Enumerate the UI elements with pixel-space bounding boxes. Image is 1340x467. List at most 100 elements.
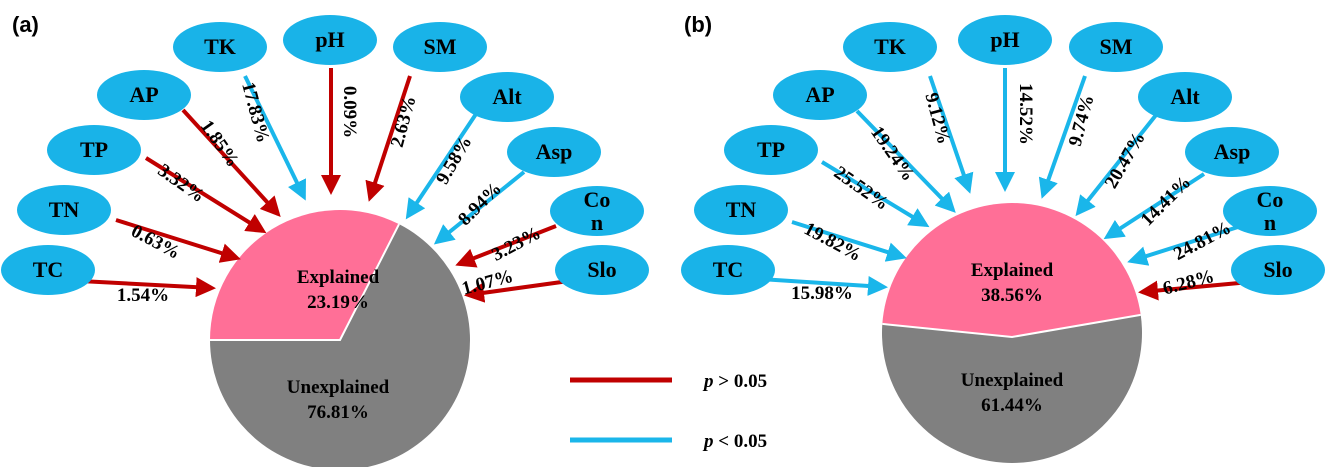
arrow-tc — [79, 277, 216, 298]
factor-pct-sm: 2.63% — [387, 94, 421, 150]
factor-label-ph: pH — [315, 27, 344, 52]
arrow-ap — [181, 108, 281, 217]
factor-label-tk: TK — [874, 34, 906, 59]
factor-node-sm — [393, 22, 487, 72]
factor-label-sm: SM — [1100, 34, 1133, 59]
legend-sig-label: p < 0.05 — [702, 431, 767, 452]
arrow-sm — [1038, 75, 1087, 199]
arrow-sm — [365, 75, 412, 202]
factor-node-tk — [843, 22, 937, 72]
factor-label-alt: Alt — [1170, 84, 1200, 109]
arrow-tn — [115, 218, 241, 263]
factor-node-tc — [1, 245, 95, 295]
pie-label-unexplained: Unexplained 61.44% — [961, 370, 1064, 416]
factor-pct-tc: 15.98% — [791, 283, 853, 304]
arrow-slo — [1138, 280, 1251, 301]
panel-label: (a) — [12, 12, 39, 37]
factor-label-tp: TP — [80, 137, 108, 162]
factor-pct-ap: 1.85% — [196, 116, 243, 171]
factor-node-con — [550, 186, 644, 236]
factor-label-ap: AP — [805, 82, 834, 107]
pie-slice-unexplained — [210, 224, 470, 467]
factor-pct-tp: 25.52% — [830, 162, 893, 215]
factor-node-slo — [1231, 245, 1325, 295]
arrow-tk — [243, 75, 306, 201]
factor-pct-con: 24.81% — [1170, 217, 1234, 265]
arrow-tk — [928, 75, 974, 194]
factor-pct-tk: 9.12% — [920, 91, 954, 147]
pie-label-explained: Explained 23.19% — [297, 267, 380, 313]
factor-pct-asp: 8.94% — [454, 178, 506, 230]
factor-label-slo: Slo — [587, 257, 616, 282]
arrow-alt — [1075, 108, 1162, 217]
factor-node-tp — [724, 125, 818, 175]
factor-label-con: Co n — [584, 187, 611, 235]
pie-separator — [882, 313, 1141, 339]
factor-pct-asp: 14.41% — [1137, 172, 1196, 231]
pie-slice-explained — [210, 209, 400, 340]
factor-label-tk: TK — [204, 34, 236, 59]
arrow-tp — [144, 156, 267, 234]
factor-label-slo: Slo — [1263, 257, 1292, 282]
arrow-asp — [1103, 172, 1206, 240]
factor-pct-tk: 17.83% — [237, 80, 273, 145]
arrow-ap — [855, 109, 956, 213]
factor-pct-ap: 19.24% — [866, 123, 919, 186]
pie-label-explained: Explained 38.56% — [971, 260, 1054, 306]
arrow-con — [1127, 225, 1239, 266]
factor-node-ph — [283, 15, 377, 65]
factor-pct-ph: 14.52% — [1015, 83, 1036, 145]
factor-label-alt: Alt — [492, 84, 522, 109]
factor-node-tk — [173, 22, 267, 72]
factor-node-con — [1223, 186, 1317, 236]
factor-node-asp — [507, 127, 601, 177]
factor-label-asp: Asp — [536, 139, 573, 164]
factor-node-ap — [773, 70, 867, 120]
factor-pct-tc: 1.54% — [117, 285, 169, 306]
panel-label: (b) — [684, 12, 712, 37]
factor-node-ap — [97, 70, 191, 120]
factor-label-tc: TC — [33, 257, 64, 282]
factor-label-con: Co n — [1257, 187, 1284, 235]
factor-label-ap: AP — [129, 82, 158, 107]
factor-pct-slo: 1.07% — [460, 266, 516, 300]
factor-node-alt — [1138, 72, 1232, 122]
factor-label-sm: SM — [424, 34, 457, 59]
factor-label-ph: pH — [990, 27, 1019, 52]
factor-label-tc: TC — [713, 257, 744, 282]
arrow-asp — [433, 170, 526, 245]
arrow-tp — [820, 160, 930, 228]
legend-nonsig-label: p > 0.05 — [702, 371, 767, 392]
factor-node-tc — [681, 245, 775, 295]
factor-node-alt — [460, 72, 554, 122]
factor-label-asp: Asp — [1214, 139, 1251, 164]
pie-label-unexplained: Unexplained 76.81% — [287, 377, 390, 423]
factor-pct-tn: 19.82% — [800, 218, 864, 266]
arrow-slo — [464, 278, 577, 303]
pie-slice-unexplained — [882, 314, 1143, 464]
legend: p > 0.05 p < 0.05 — [570, 371, 767, 452]
factor-label-tn: TN — [49, 197, 80, 222]
factor-pct-alt: 9.58% — [432, 132, 476, 188]
factor-node-asp — [1185, 127, 1279, 177]
factor-node-sm — [1069, 22, 1163, 72]
factor-pct-tp: 3.32% — [154, 160, 209, 207]
arrow-tn — [791, 220, 907, 262]
factor-node-tn — [694, 185, 788, 235]
factor-pct-sm: 9.74% — [1065, 93, 1099, 149]
pie-separator — [210, 223, 400, 341]
panel-b: (b) Explained 38.56% Unexplained 61.44% TC 15.… — [681, 12, 1325, 464]
factor-pct-slo: 6.28% — [1161, 266, 1217, 300]
factor-node-slo — [555, 245, 649, 295]
factor-label-tn: TN — [726, 197, 757, 222]
arrow-alt — [405, 106, 482, 220]
factor-node-tp — [47, 125, 141, 175]
pie-slice-explained — [882, 203, 1141, 337]
factor-node-ph — [958, 15, 1052, 65]
factor-pct-alt: 20.47% — [1101, 128, 1150, 192]
factor-pct-tn: 0.63% — [128, 221, 184, 264]
panel-a: (a) Explained 23.19% Unexplained 76.81% TC 1.5… — [1, 12, 649, 467]
factor-pct-ph: 0.09% — [339, 86, 360, 138]
factor-label-tp: TP — [757, 137, 785, 162]
